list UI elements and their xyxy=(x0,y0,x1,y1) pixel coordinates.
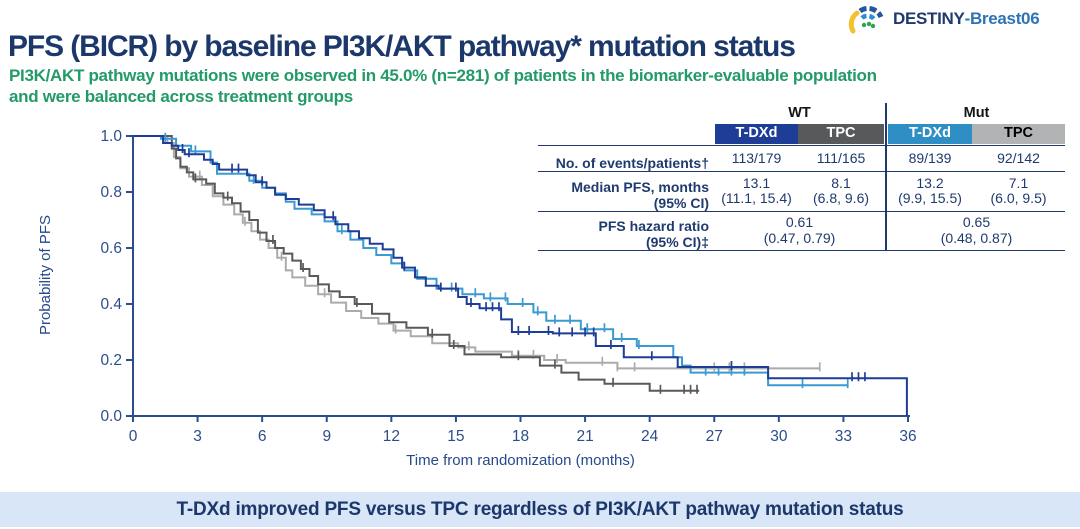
x-tick-label: 0 xyxy=(129,428,138,445)
median-label-line1: Median PFS, months xyxy=(571,179,709,196)
events-tdxd-mut: 89/139 xyxy=(908,149,952,166)
km-curve-t-dxd-wt- xyxy=(133,135,908,416)
x-tick-label: 36 xyxy=(899,428,916,445)
x-tick-label: 18 xyxy=(512,428,529,445)
subtitle-line1: PI3K/AKT pathway mutations were observed… xyxy=(9,66,877,85)
x-axis-label: Time from randomization (months) xyxy=(406,452,635,469)
group-header-wt: WT xyxy=(788,104,811,121)
y-tick-label: 0.6 xyxy=(100,240,122,257)
x-tick-label: 15 xyxy=(447,428,464,445)
conclusion-banner: T-DXd improved PFS versus TPC regardless… xyxy=(0,492,1080,527)
table-rule xyxy=(538,211,1065,212)
hr-label-line1: PFS hazard ratio xyxy=(598,218,709,235)
y-axis-label: Probability of PFS xyxy=(37,214,54,336)
destiny-logo-icon xyxy=(848,5,884,34)
km-curve-tpc-wt- xyxy=(133,135,700,392)
x-tick-label: 21 xyxy=(576,428,593,445)
km-curve-t-dxd-mut- xyxy=(133,135,848,387)
col-header-tdxd-mut: T-DXd xyxy=(888,124,972,144)
subtitle-line2: and were balanced across treatment group… xyxy=(9,87,353,106)
col-header-tpc-wt: TPC xyxy=(798,124,884,144)
conclusion-text: T-DXd improved PFS versus TPC regardless… xyxy=(176,498,904,520)
median-tdxd-mut: 13.2 (9.9, 15.5) xyxy=(888,171,972,211)
y-tick-label: 0.8 xyxy=(100,184,122,201)
x-tick-label: 30 xyxy=(770,428,788,445)
hr-wt: 0.61 (0.47, 0.79) xyxy=(715,211,884,250)
median-ci: (6.8, 9.6) xyxy=(812,190,870,206)
x-tick-label: 6 xyxy=(258,428,267,445)
events-tdxd-wt: 113/179 xyxy=(731,149,782,166)
median-value: 13.2 xyxy=(916,174,944,191)
x-tick-label: 24 xyxy=(641,428,659,445)
y-tick-label: 0.4 xyxy=(100,296,122,313)
results-table: WT Mut T-DXd TPC T-DXd TPC No. of events… xyxy=(538,103,1065,251)
table-rule xyxy=(538,145,1065,146)
median-value: 13.1 xyxy=(742,174,771,191)
row-label-median: Median PFS, months (95% CI) xyxy=(538,171,715,211)
hr-value: 0.61 xyxy=(785,214,814,231)
median-tpc-wt: 8.1 (6.8, 9.6) xyxy=(798,171,884,211)
hr-ci: (0.47, 0.79) xyxy=(763,229,836,246)
hr-mut: 0.65 (0.48, 0.87) xyxy=(888,211,1065,250)
destiny-breast06-logo: DESTINY-Breast06 xyxy=(845,4,1040,34)
logo-text: DESTINY-Breast06 xyxy=(893,9,1040,29)
page-title: PFS (BICR) by baseline PI3K/AKT pathway*… xyxy=(8,30,796,63)
row-label-hazard-ratio: PFS hazard ratio (95% CI)‡ xyxy=(538,211,715,250)
hr-label-line2: (95% CI)‡ xyxy=(645,233,709,250)
median-tdxd-wt: 13.1 (11.1, 15.4) xyxy=(715,171,798,211)
table-rule xyxy=(538,171,1065,172)
events-tpc-mut: 92/142 xyxy=(997,149,1040,166)
x-tick-label: 33 xyxy=(835,428,852,445)
logo-text-primary: DESTINY xyxy=(893,9,965,28)
wt-mut-divider xyxy=(884,103,888,250)
events-tpc-wt: 111/165 xyxy=(816,149,866,166)
group-header-mut: Mut xyxy=(963,104,990,121)
y-tick-label: 0.0 xyxy=(100,408,122,425)
x-tick-label: 9 xyxy=(322,428,331,445)
median-label-line2: (95% CI) xyxy=(653,194,709,211)
x-tick-label: 3 xyxy=(193,428,202,445)
km-curve-tpc-mut- xyxy=(133,135,820,370)
median-value: 8.1 xyxy=(831,174,851,191)
median-value: 7.1 xyxy=(1008,174,1029,191)
median-ci: (6.0, 9.5) xyxy=(990,190,1047,206)
col-header-tpc-mut: TPC xyxy=(972,124,1065,144)
x-tick-label: 12 xyxy=(383,428,400,445)
col-header-tdxd-wt: T-DXd xyxy=(715,124,798,144)
x-tick-label: 27 xyxy=(706,428,723,445)
logo-text-secondary: -Breast06 xyxy=(964,9,1040,28)
median-ci: (11.1, 15.4) xyxy=(721,190,792,206)
table-rule xyxy=(538,250,1065,251)
row-label-events: No. of events/patients† xyxy=(555,154,709,171)
y-tick-label: 0.2 xyxy=(100,352,122,369)
hr-ci: (0.48, 0.87) xyxy=(940,229,1013,246)
hr-value: 0.65 xyxy=(962,214,991,231)
median-tpc-mut: 7.1 (6.0, 9.5) xyxy=(972,171,1065,211)
y-tick-label: 1.0 xyxy=(100,128,122,145)
median-ci: (9.9, 15.5) xyxy=(898,190,962,206)
